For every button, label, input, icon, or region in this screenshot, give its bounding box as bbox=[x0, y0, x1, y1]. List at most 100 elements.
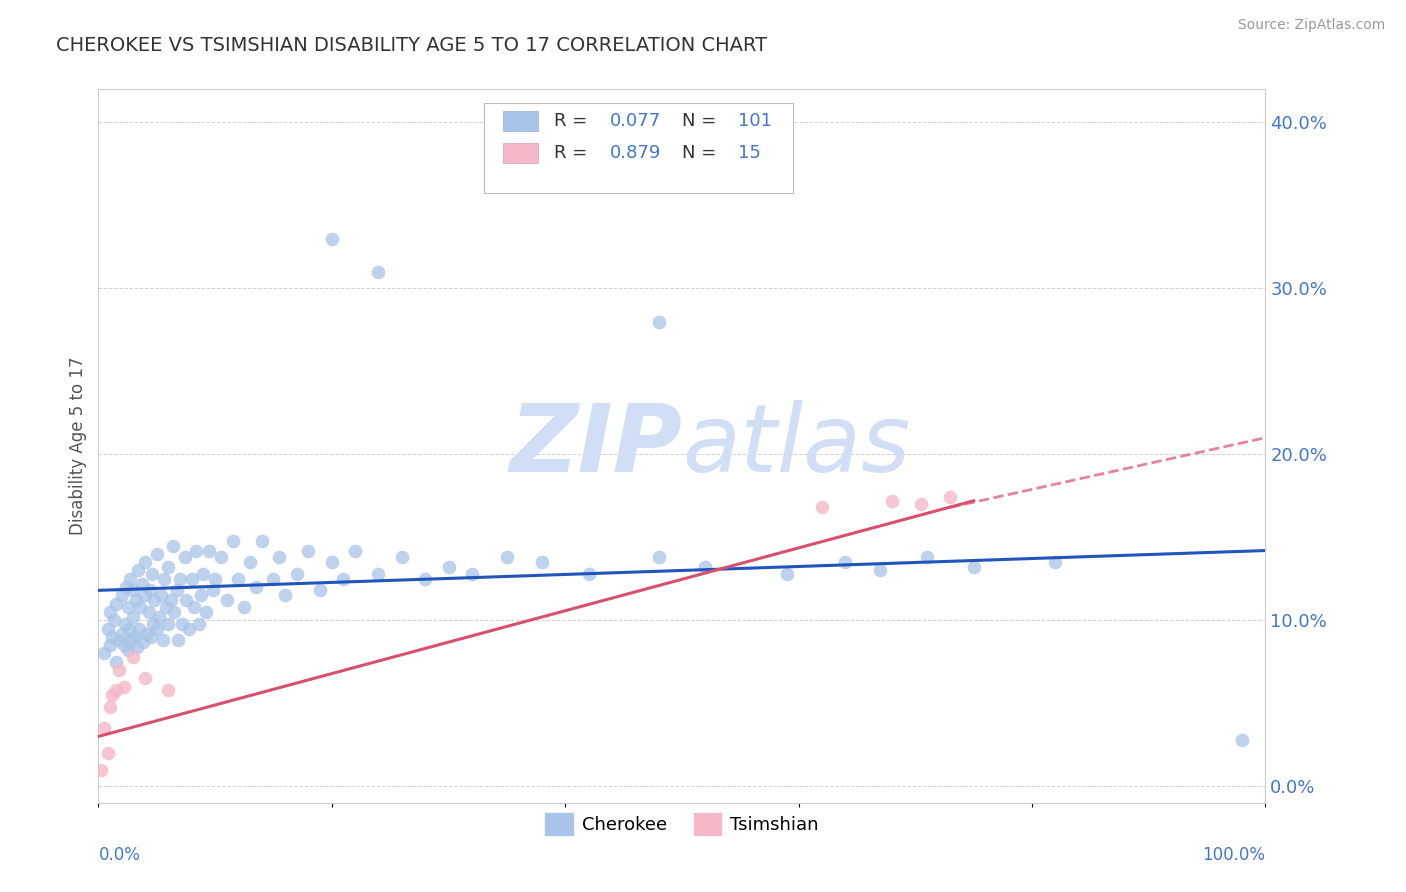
Point bbox=[915, 550, 938, 565]
Point bbox=[134, 555, 156, 569]
Point bbox=[143, 593, 166, 607]
Point bbox=[228, 572, 250, 586]
Point bbox=[97, 622, 120, 636]
Point bbox=[93, 647, 115, 661]
Point bbox=[578, 566, 600, 581]
Point bbox=[125, 640, 148, 654]
Point bbox=[120, 633, 142, 648]
Point bbox=[695, 560, 717, 574]
Point bbox=[344, 543, 367, 558]
Point bbox=[132, 635, 155, 649]
Point bbox=[122, 610, 145, 624]
Text: 100.0%: 100.0% bbox=[1202, 846, 1265, 863]
Point bbox=[811, 500, 834, 515]
Point bbox=[647, 314, 669, 328]
Point bbox=[437, 560, 460, 574]
Point bbox=[209, 550, 232, 565]
Point bbox=[1045, 555, 1067, 569]
Text: ZIP: ZIP bbox=[509, 400, 682, 492]
Point bbox=[367, 566, 389, 581]
Point bbox=[367, 265, 389, 279]
Point bbox=[101, 688, 124, 702]
Point bbox=[193, 566, 215, 581]
Text: atlas: atlas bbox=[682, 401, 910, 491]
Point bbox=[139, 583, 162, 598]
Point bbox=[122, 649, 145, 664]
Text: N =: N = bbox=[682, 112, 721, 129]
Point bbox=[108, 633, 131, 648]
Point bbox=[496, 550, 519, 565]
Text: CHEROKEE VS TSIMSHIAN DISABILITY AGE 5 TO 17 CORRELATION CHART: CHEROKEE VS TSIMSHIAN DISABILITY AGE 5 T… bbox=[56, 36, 768, 54]
Point bbox=[163, 605, 186, 619]
Point bbox=[413, 572, 436, 586]
Text: N =: N = bbox=[682, 144, 721, 161]
Point bbox=[174, 593, 197, 607]
Point bbox=[104, 655, 127, 669]
Point bbox=[647, 550, 669, 565]
Point bbox=[239, 555, 262, 569]
Point bbox=[159, 593, 181, 607]
Point bbox=[155, 599, 177, 614]
Point bbox=[198, 543, 221, 558]
Text: R =: R = bbox=[554, 112, 592, 129]
Point bbox=[93, 721, 115, 735]
Point bbox=[114, 616, 136, 631]
Y-axis label: Disability Age 5 to 17: Disability Age 5 to 17 bbox=[69, 357, 87, 535]
Point bbox=[172, 616, 194, 631]
Point bbox=[118, 572, 141, 586]
Text: 0.0%: 0.0% bbox=[98, 846, 141, 863]
Point bbox=[269, 550, 291, 565]
Point bbox=[90, 763, 112, 777]
Point bbox=[166, 633, 188, 648]
Point bbox=[910, 497, 932, 511]
Point bbox=[285, 566, 308, 581]
Text: 101: 101 bbox=[738, 112, 772, 129]
FancyBboxPatch shape bbox=[503, 143, 538, 162]
Point bbox=[179, 622, 201, 636]
Point bbox=[180, 572, 202, 586]
Point bbox=[245, 580, 267, 594]
Point bbox=[939, 491, 962, 505]
Point bbox=[173, 550, 195, 565]
Point bbox=[141, 566, 163, 581]
Text: 15: 15 bbox=[738, 144, 761, 161]
Point bbox=[152, 633, 174, 648]
Legend: Cherokee, Tsimshian: Cherokee, Tsimshian bbox=[537, 804, 827, 844]
Point bbox=[1230, 732, 1253, 747]
Point bbox=[98, 699, 121, 714]
Text: R =: R = bbox=[554, 144, 592, 161]
Point bbox=[127, 564, 149, 578]
Point bbox=[129, 599, 152, 614]
Point bbox=[128, 622, 150, 636]
Point bbox=[146, 622, 169, 636]
Point bbox=[103, 613, 125, 627]
Point bbox=[309, 583, 332, 598]
Point bbox=[880, 493, 903, 508]
Point bbox=[530, 555, 553, 569]
Point bbox=[321, 555, 343, 569]
Point bbox=[101, 630, 124, 644]
Point bbox=[215, 593, 238, 607]
Point bbox=[118, 622, 141, 636]
Point bbox=[104, 597, 127, 611]
Point bbox=[332, 572, 354, 586]
FancyBboxPatch shape bbox=[503, 111, 538, 130]
Point bbox=[321, 231, 343, 245]
Point bbox=[152, 572, 174, 586]
Point bbox=[108, 663, 131, 677]
Point bbox=[134, 588, 156, 602]
Point bbox=[166, 583, 188, 598]
Point bbox=[139, 630, 162, 644]
Point bbox=[111, 588, 134, 602]
Point bbox=[142, 616, 165, 631]
Point bbox=[190, 588, 212, 602]
Point bbox=[146, 547, 169, 561]
Point bbox=[122, 583, 145, 598]
Point bbox=[461, 566, 484, 581]
Point bbox=[117, 599, 139, 614]
Point bbox=[115, 580, 138, 594]
Point bbox=[125, 593, 148, 607]
Point bbox=[776, 566, 799, 581]
Point bbox=[204, 572, 226, 586]
Point bbox=[962, 560, 984, 574]
